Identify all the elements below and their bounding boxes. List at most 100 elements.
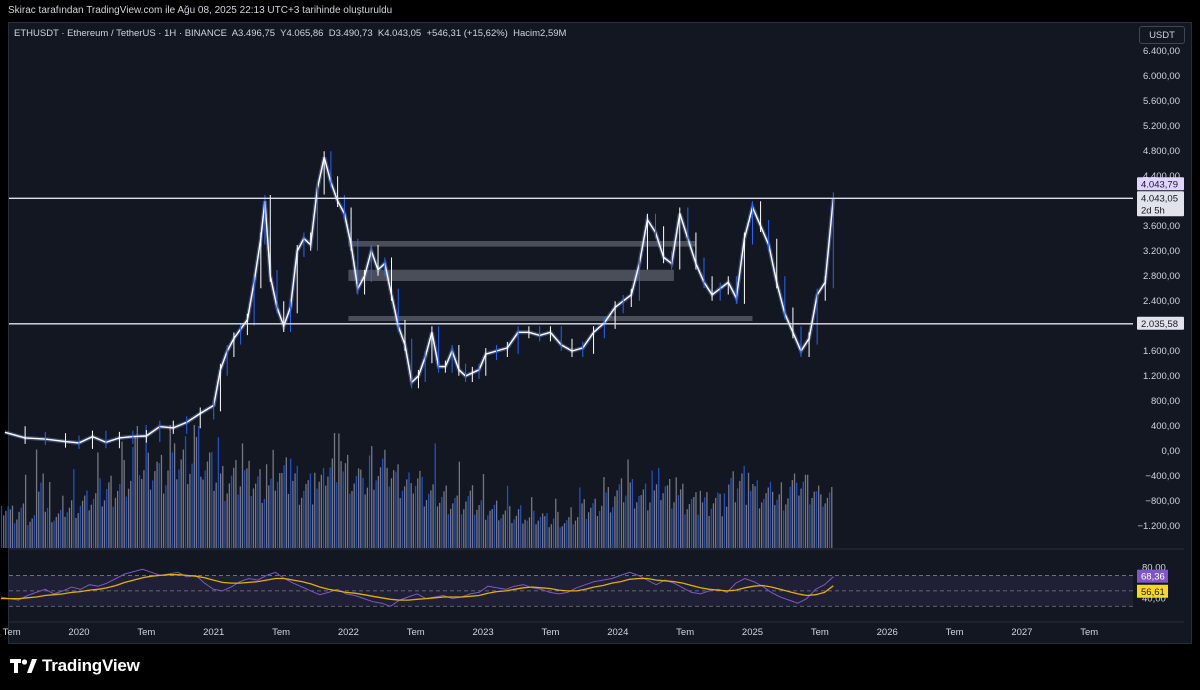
volume-bar (697, 514, 699, 548)
price-axis-tick: 5.200,00 (1143, 121, 1180, 132)
volume-bar (357, 468, 360, 548)
legend-volume-label: Hacim (513, 28, 541, 39)
volume-bar (362, 477, 364, 548)
volume-bar (198, 426, 200, 548)
volume-bar (22, 503, 25, 548)
volume-bar (193, 425, 195, 548)
volume-bar (445, 485, 447, 548)
volume-bar (27, 525, 29, 548)
volume-bar (758, 508, 761, 548)
volume-bar (290, 458, 292, 548)
volume-bar (327, 476, 329, 548)
volume-bar (318, 481, 320, 548)
volume-bar (798, 495, 800, 548)
volume-bar (97, 452, 99, 548)
volume-bar (561, 526, 563, 548)
volume-bar (276, 481, 279, 548)
legend-open-label: A (231, 28, 239, 39)
volume-bar (807, 474, 809, 548)
volume-bar (522, 523, 524, 548)
volume-bar (77, 513, 79, 548)
volume-bar (489, 510, 491, 548)
volume-bar (325, 485, 327, 548)
volume-bar (802, 481, 804, 548)
rsi-axis-tick: 40,00 (1142, 594, 1166, 605)
legend-close: 4.043,05 (384, 28, 422, 39)
price-axis-tick: 6.400,00 (1143, 46, 1180, 57)
currency-button[interactable]: USDT (1139, 26, 1185, 44)
volume-bar (208, 452, 211, 548)
time-axis-tick: 2021 (203, 627, 224, 638)
volume-bar (257, 476, 259, 548)
volume-bar (300, 497, 303, 548)
volume-bar (430, 490, 432, 548)
volume-bar (84, 495, 86, 548)
volume-bar (695, 492, 697, 548)
volume-bar (423, 506, 425, 548)
volume-bar (572, 524, 574, 548)
volume-bar (40, 482, 42, 548)
volume-bar (123, 459, 125, 548)
volume-bar (660, 500, 662, 548)
volume-bar (167, 470, 169, 548)
time-axis-tick: Tem (946, 627, 964, 638)
volume-bar (568, 517, 570, 548)
volume-bar (261, 502, 263, 548)
volume-bar (480, 500, 482, 548)
volume-bar (623, 502, 625, 548)
volume-bar (134, 436, 136, 548)
volume-bar (607, 487, 609, 548)
price-zone (348, 269, 674, 281)
volume-bar (824, 503, 826, 548)
volume-bar (215, 482, 217, 548)
volume-bar (11, 505, 14, 548)
volume-bar (92, 498, 95, 548)
volume-bar (281, 473, 283, 548)
volume-bar (162, 493, 165, 548)
volume-bar (127, 488, 130, 548)
volume-bar (447, 514, 450, 548)
volume-bar (353, 483, 355, 548)
time-axis-tick: Tem (3, 627, 21, 638)
volume-bar (46, 507, 49, 548)
price-zone (348, 241, 697, 247)
volume-bar (254, 483, 257, 548)
volume-bar (33, 515, 36, 548)
volume-bar (106, 488, 108, 548)
price-axis-tick: 0,00 (1162, 446, 1181, 457)
volume-bar (108, 482, 110, 548)
volume-bar (285, 457, 287, 548)
volume-bar (250, 495, 252, 548)
volume-bar (311, 504, 314, 548)
volume-bar (627, 459, 629, 548)
volume-bar (29, 521, 31, 548)
volume-bar (618, 484, 620, 548)
price-line-glow (4, 156, 836, 445)
volume-bar (625, 495, 627, 548)
volume-bar (732, 471, 734, 548)
volume-bar (265, 464, 268, 548)
volume-bar (388, 486, 390, 548)
volume-bar (252, 488, 255, 548)
volume-bar (750, 490, 752, 548)
volume-bar (774, 505, 776, 548)
volume-bar (528, 517, 531, 548)
volume-bar (340, 461, 342, 548)
volume-bar (487, 515, 489, 548)
volume-bar (809, 504, 811, 548)
volume-bar (382, 458, 384, 548)
volume-bar (439, 502, 441, 548)
volume-bar (158, 463, 160, 548)
tradingview-logo[interactable]: TradingView (10, 655, 140, 677)
volume-bar (3, 515, 5, 548)
volume-bar (745, 504, 747, 548)
volume-bar (147, 452, 149, 548)
volume-bar (211, 452, 213, 548)
price-axis-tick: 2.800,00 (1143, 271, 1180, 282)
volume-bar (375, 480, 377, 548)
volume-bar (636, 502, 638, 548)
volume-bar (14, 523, 16, 548)
volume-bar (796, 482, 798, 548)
volume-bar (165, 485, 167, 548)
